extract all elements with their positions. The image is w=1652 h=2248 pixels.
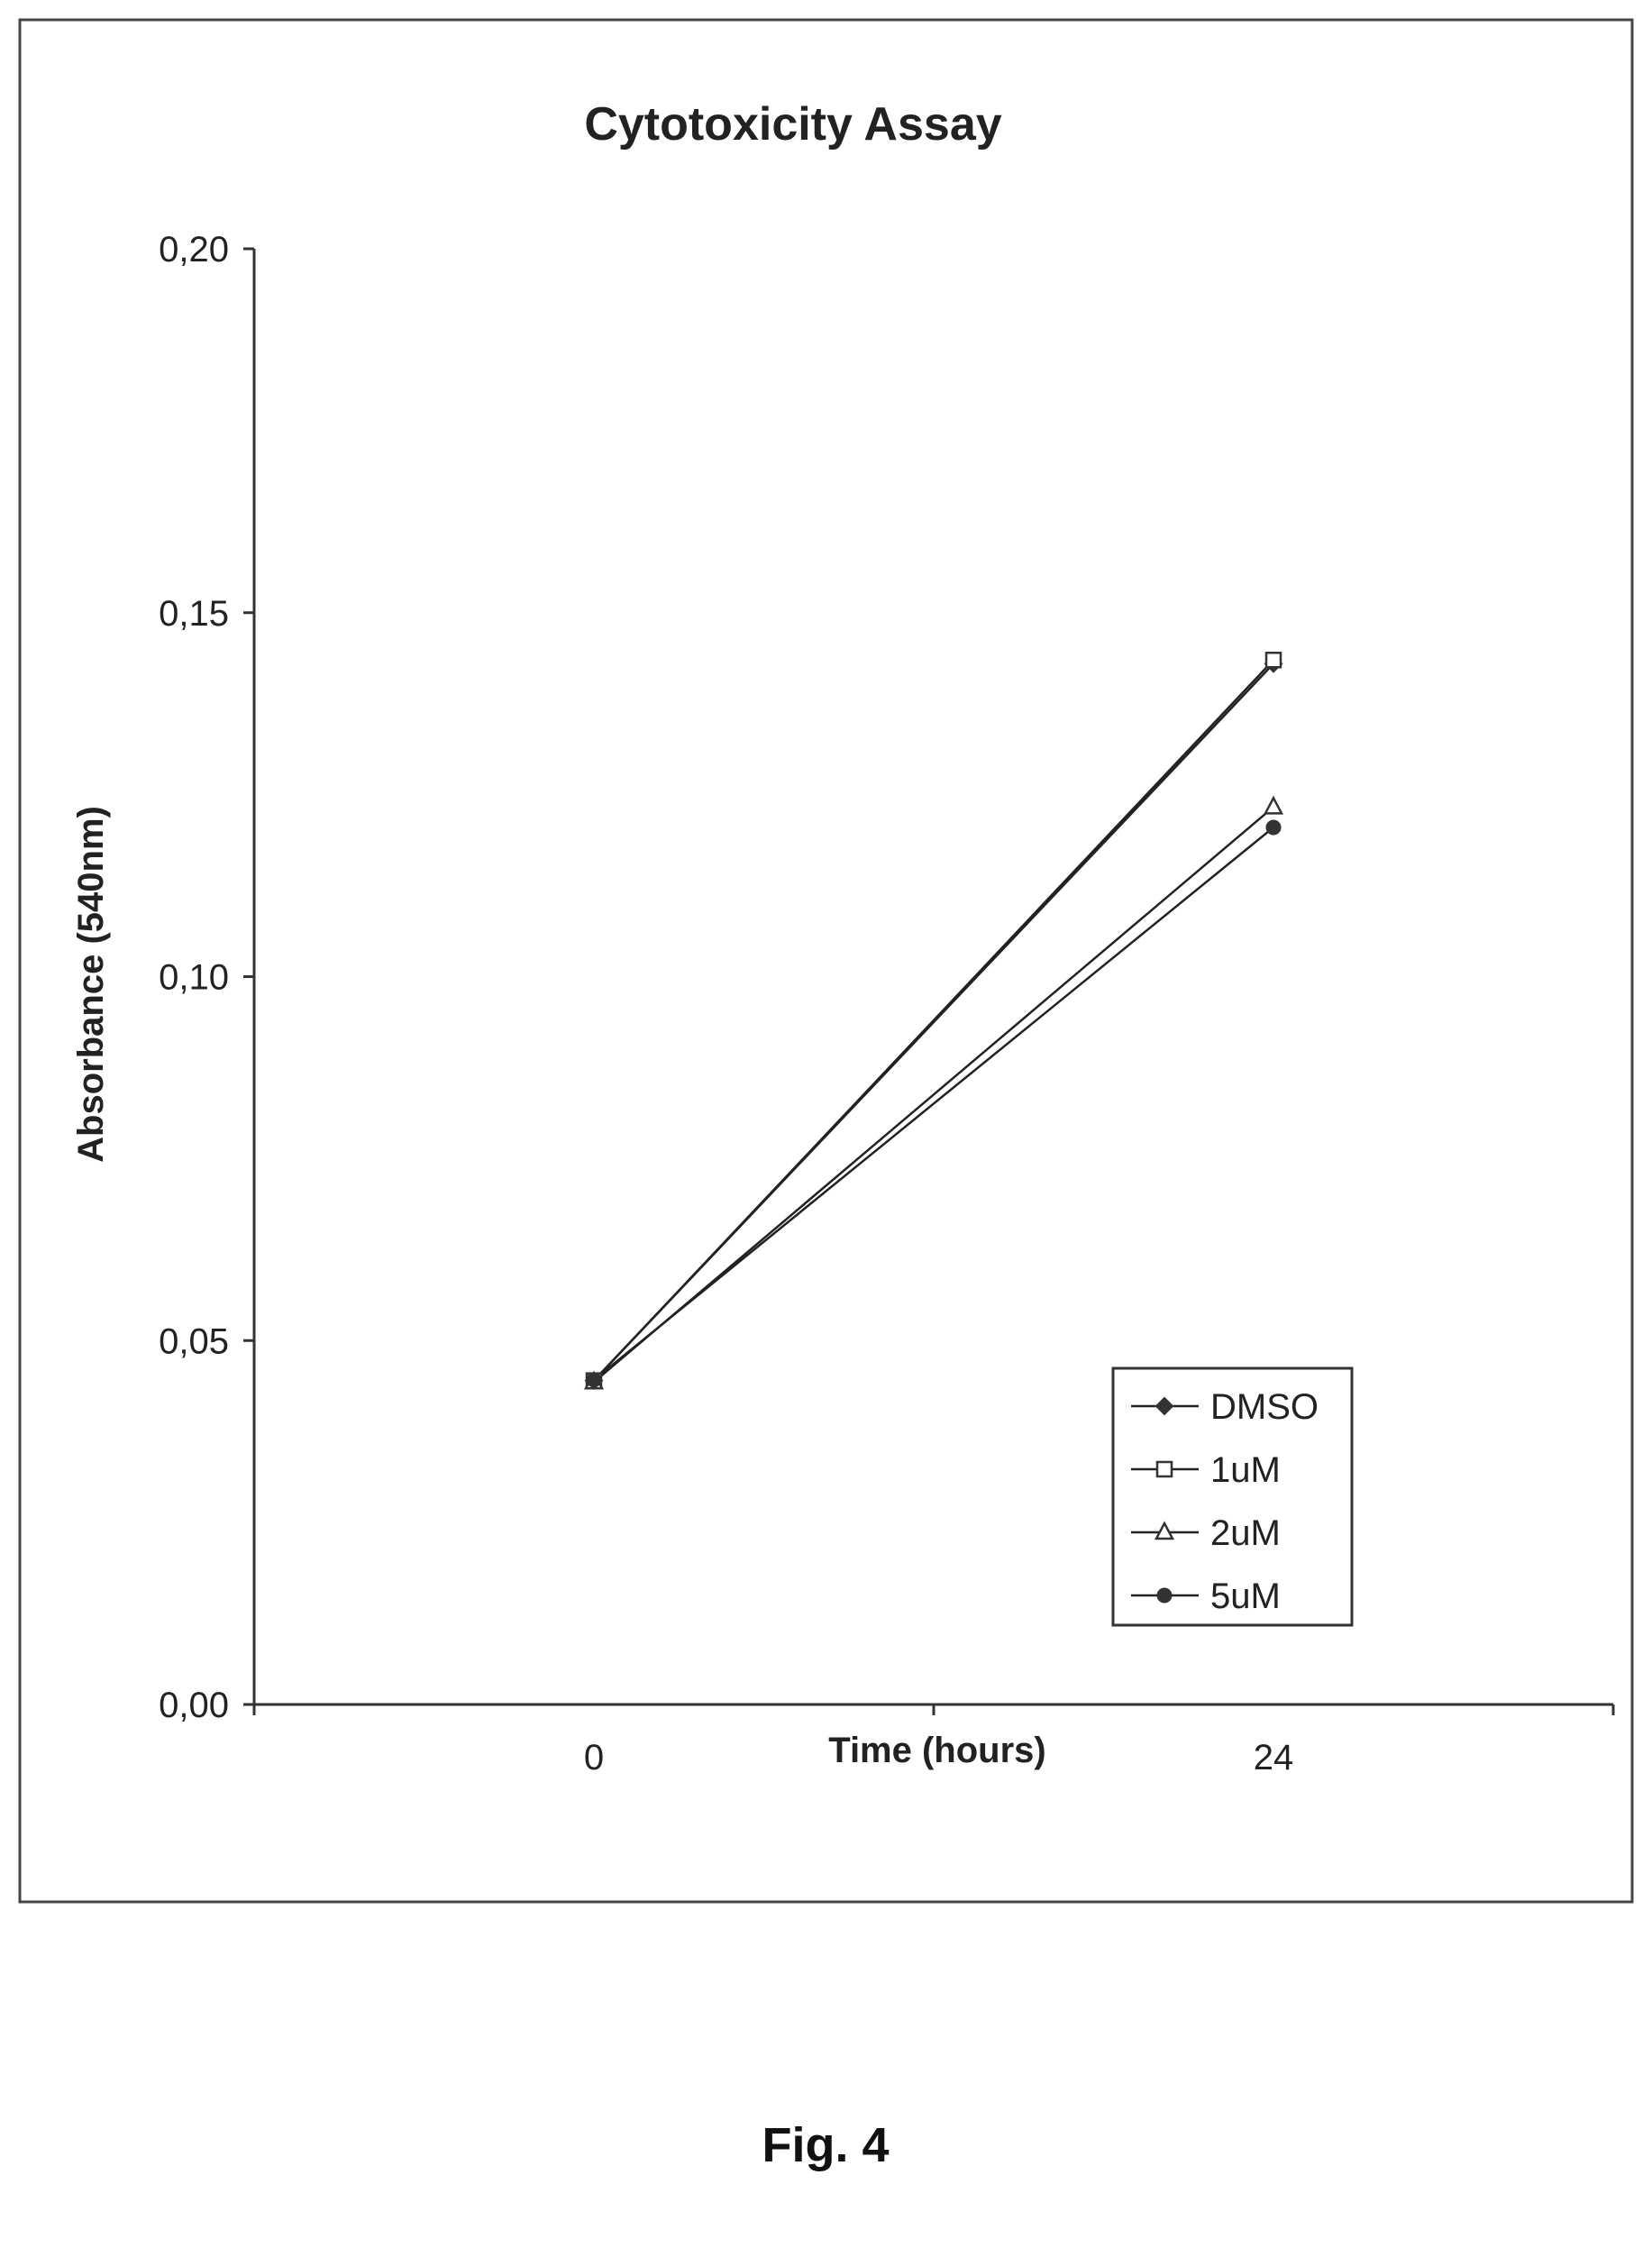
y-axis-label: Absorbance (540nm) bbox=[71, 806, 111, 1163]
legend-label: DMSO bbox=[1210, 1387, 1319, 1427]
data-point bbox=[1264, 651, 1282, 669]
y-tick-label: 0,05 bbox=[159, 1321, 229, 1361]
chart-title: Cytotoxicity Assay bbox=[584, 98, 1001, 151]
legend-marker bbox=[1154, 1521, 1175, 1540]
y-tick-label: 0,15 bbox=[159, 594, 229, 634]
x-axis-ticks: 0 24 bbox=[252, 1704, 1615, 1777]
y-tick-label: 0,10 bbox=[159, 958, 229, 998]
series-line bbox=[593, 806, 1274, 1384]
legend-label: 5uM bbox=[1210, 1576, 1281, 1616]
y-tick-label: 0,00 bbox=[159, 1686, 229, 1725]
y-axis-ticks: 0,00 0,05 0,10 0,15 0,20 bbox=[159, 230, 254, 1725]
data-point bbox=[1265, 819, 1282, 836]
x-tick-label: 24 bbox=[1254, 1738, 1294, 1777]
legend: DMSO 1uM 2uM 5uM bbox=[1111, 1366, 1354, 1627]
legend-marker bbox=[1155, 1460, 1173, 1478]
series-lines bbox=[593, 659, 1274, 1384]
series-markers bbox=[583, 651, 1284, 1391]
legend-marker bbox=[1156, 1587, 1173, 1604]
legend-box bbox=[1111, 1366, 1354, 1627]
chart-frame bbox=[18, 18, 1634, 1904]
data-point bbox=[1263, 795, 1284, 815]
legend-label: 2uM bbox=[1210, 1513, 1281, 1553]
x-axis-label: Time (hours) bbox=[828, 1731, 1046, 1770]
series-line bbox=[593, 659, 1274, 1382]
data-point bbox=[586, 1372, 602, 1388]
x-tick-label: 0 bbox=[584, 1738, 604, 1777]
legend-marker bbox=[1155, 1396, 1174, 1416]
figure-caption: Fig. 4 bbox=[762, 2118, 889, 2172]
legend-label: 1uM bbox=[1210, 1450, 1281, 1490]
series-line bbox=[593, 826, 1274, 1381]
y-tick-label: 0,20 bbox=[159, 230, 229, 270]
